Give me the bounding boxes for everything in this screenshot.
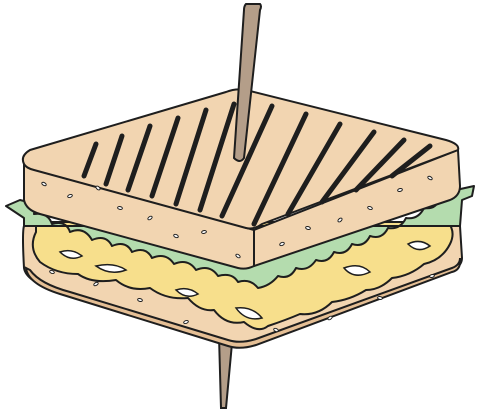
grill-marks	[81, 101, 433, 227]
toothpick-top	[232, 3, 262, 162]
bread-seeds	[41, 175, 435, 333]
